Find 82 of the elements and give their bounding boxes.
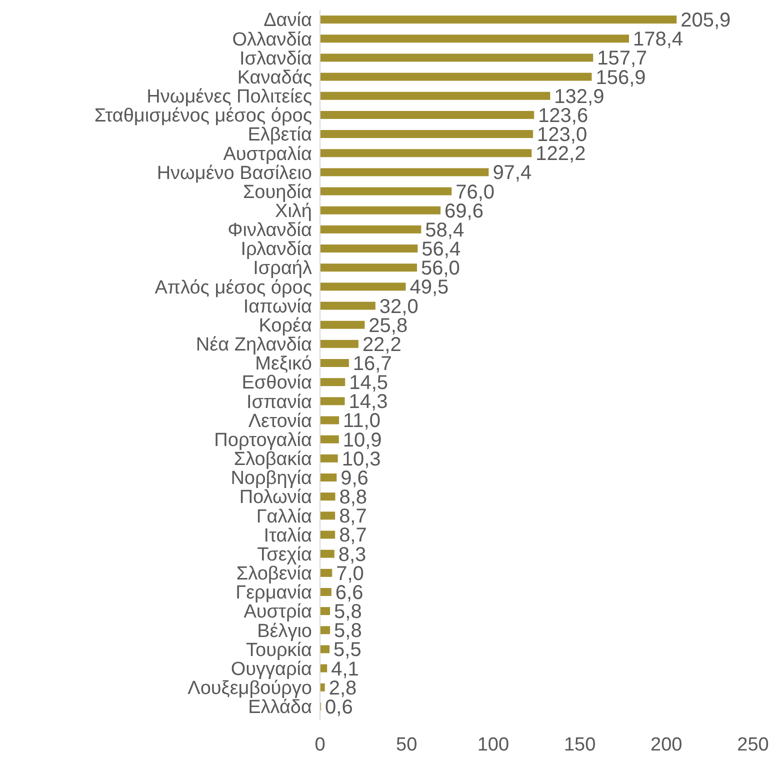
bar — [320, 435, 339, 444]
bar — [320, 530, 336, 539]
y-tick-label: Κορέα — [258, 315, 312, 336]
y-tick-label: Καναδάς — [237, 67, 312, 88]
bar — [320, 244, 418, 253]
y-tick-label: Σουηδία — [242, 182, 312, 203]
y-tick-label: Αυστρία — [244, 602, 312, 623]
bar — [320, 683, 325, 692]
bar — [320, 607, 330, 616]
y-tick-label: Ισραήλ — [253, 258, 312, 280]
bar — [320, 378, 346, 386]
x-tick-label: 150 — [564, 734, 596, 756]
y-tick-label: Πορτογαλία — [214, 430, 312, 451]
bar — [320, 626, 330, 634]
bar — [320, 110, 534, 119]
bar — [320, 149, 532, 158]
y-tick-label: Φινλανδία — [228, 220, 312, 242]
y-tick-label: Ισπανία — [246, 392, 312, 413]
data-label: 97,4 — [492, 162, 532, 184]
bar — [320, 492, 336, 501]
y-tick-label: Δανία — [264, 10, 312, 32]
y-tick-label: Απλός μέσος όρος — [154, 277, 312, 298]
bar — [320, 206, 441, 214]
bar — [320, 282, 406, 291]
bar — [320, 302, 376, 310]
bar — [320, 664, 328, 672]
y-tick-label: Ισλανδία — [240, 48, 312, 70]
bar — [320, 168, 489, 176]
y-tick-label: Νέα Ζηλανδία — [196, 334, 312, 356]
y-tick-label: Ελβετία — [248, 124, 312, 146]
y-tick-label: Ουγγαρία — [230, 658, 312, 680]
y-tick-label: Ιρλανδία — [240, 239, 312, 260]
bar — [320, 512, 336, 520]
y-tick-label: Σταθμισμένος μέσος όρος — [94, 106, 312, 127]
y-tick-label: Γαλλία — [256, 506, 312, 528]
x-tick-label: 50 — [396, 734, 418, 756]
bar — [320, 130, 534, 138]
y-tick-label: Εσθονία — [242, 372, 312, 394]
bar — [320, 359, 349, 367]
y-tick-label: Αυστραλία — [223, 144, 312, 165]
y-tick-label: Λετονία — [248, 410, 312, 432]
y-tick-label: Τσεχία — [257, 544, 312, 566]
bar — [320, 264, 417, 272]
y-tick-label: Χιλή — [275, 201, 312, 222]
y-tick-label: Σλοβακία — [234, 449, 312, 470]
y-tick-label: Ολλανδία — [232, 29, 312, 50]
x-tick-label: 100 — [477, 734, 510, 756]
y-tick-label: Βέλγιο — [257, 620, 312, 642]
data-label: 205,9 — [680, 10, 731, 32]
y-tick-label: Ιταλία — [264, 525, 312, 546]
data-label: 16,7 — [352, 353, 392, 375]
bar — [320, 397, 345, 406]
bar — [320, 550, 334, 558]
y-tick-label: Πολωνία — [239, 487, 312, 508]
y-tick-label: Ηνωμένο Βασίλειο — [156, 162, 312, 184]
bar — [320, 92, 550, 100]
x-tick-label: 200 — [650, 734, 682, 756]
bar — [320, 645, 330, 654]
bar — [320, 72, 592, 81]
bar — [320, 340, 358, 348]
bar — [320, 187, 452, 196]
bar — [320, 16, 677, 24]
bar — [320, 416, 340, 424]
x-tick-label: 0 — [314, 734, 326, 756]
y-tick-label: Ελλάδα — [248, 697, 312, 718]
y-tick-label: Ηνωμένες Πολιτείες — [146, 86, 312, 108]
bar — [320, 588, 332, 596]
y-tick-label: Ιαπωνία — [243, 296, 312, 318]
bar — [320, 473, 337, 482]
y-tick-label: Λουξεμβούργο — [188, 678, 312, 700]
bar — [320, 225, 422, 234]
y-tick-label: Σλοβενία — [236, 564, 312, 585]
bar — [320, 320, 365, 329]
bar — [320, 568, 332, 577]
bar — [320, 54, 594, 62]
bar — [320, 454, 338, 462]
y-tick-label: Μεξικό — [255, 354, 312, 375]
bar — [320, 34, 629, 43]
y-tick-label: Γερμανία — [236, 582, 312, 604]
y-tick-label: Τουρκία — [246, 640, 312, 661]
y-tick-label: Νορβηγία — [230, 468, 312, 490]
x-tick-label: 250 — [737, 734, 769, 756]
